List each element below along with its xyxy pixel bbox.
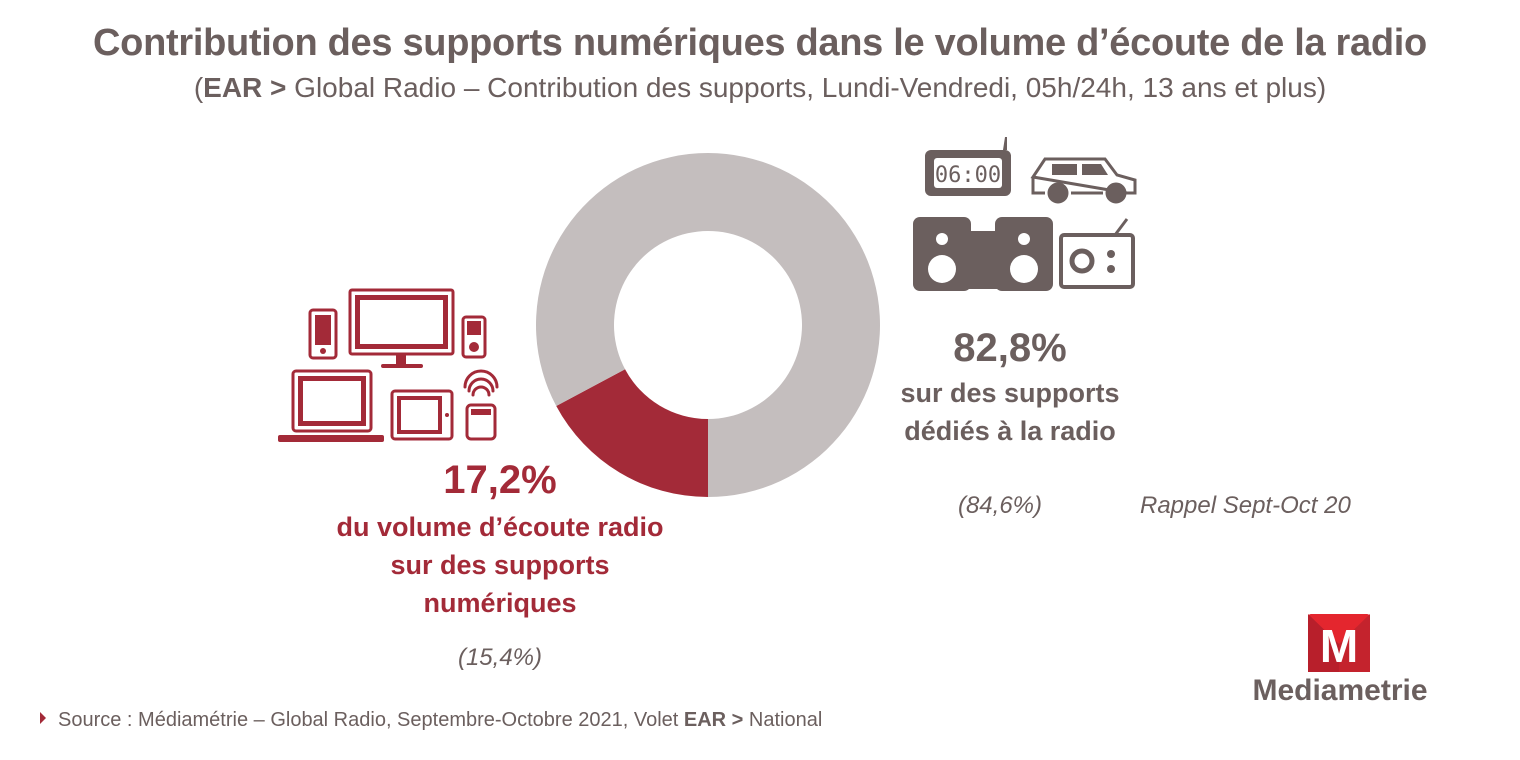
digital-desc-line3: numériques (423, 588, 577, 618)
mp3-player-icon (461, 315, 487, 359)
logo-name: Mediametrie (1252, 674, 1428, 707)
digital-description: du volume d’écoute radio sur des support… (300, 508, 700, 622)
radio-devices-icon: 06:00 (913, 137, 1137, 291)
car-icon (1030, 157, 1137, 204)
logo-mark-icon: M (1308, 614, 1370, 672)
page-title: Contribution des supports numériques dan… (93, 22, 1427, 64)
dedicated-desc-line1: sur des supports (900, 378, 1120, 408)
laptop-icon (291, 369, 373, 433)
clock-display: 06:00 (935, 163, 1001, 188)
tablet-icon (390, 389, 454, 441)
source-prefix: Source : Médiamétrie – Global Radio, Sep… (58, 709, 684, 731)
page-subtitle: (EAR > Global Radio – Contribution des s… (0, 72, 1520, 104)
digital-percentage: 17,2% (443, 458, 557, 502)
dedicated-percentage: 82,8% (953, 326, 1067, 370)
stereo-speakers-icon (913, 217, 1053, 291)
donut-slice-digital (556, 369, 708, 497)
digital-desc-line1: du volume d’écoute radio (336, 512, 664, 542)
dedicated-rappel: (84,6%) (957, 492, 1043, 519)
digital-devices-icon (278, 288, 499, 442)
source-note: Source : Médiamétrie – Global Radio, Sep… (40, 709, 822, 732)
digital-desc-line2: sur des supports (390, 550, 610, 580)
source-suffix: National (743, 709, 823, 731)
dedicated-desc-line2: dédiés à la radio (904, 416, 1116, 446)
subtitle-ear: EAR > (203, 72, 287, 103)
subtitle-open: ( (193, 72, 204, 103)
digital-rappel: (15,4%) (457, 644, 543, 671)
smart-speaker-icon (465, 403, 497, 441)
mediametrie-logo: M Mediametrie (1240, 612, 1440, 722)
clock-radio-icon: 06:00 (925, 137, 1011, 196)
donut-slice-dedicated (536, 152, 880, 497)
portable-radio-icon (1059, 218, 1135, 289)
bullet-triangle-icon (40, 712, 46, 724)
source-ear: EAR > (683, 709, 744, 731)
rappel-label: Rappel Sept-Oct 20 (1140, 492, 1351, 519)
donut-chart (536, 152, 880, 497)
logo-letter: M (1320, 620, 1358, 672)
smartphone-icon (308, 308, 338, 360)
subtitle-rest: Global Radio – Contribution des supports… (286, 72, 1327, 103)
dedicated-description: sur des supports dédiés à la radio (830, 374, 1190, 450)
